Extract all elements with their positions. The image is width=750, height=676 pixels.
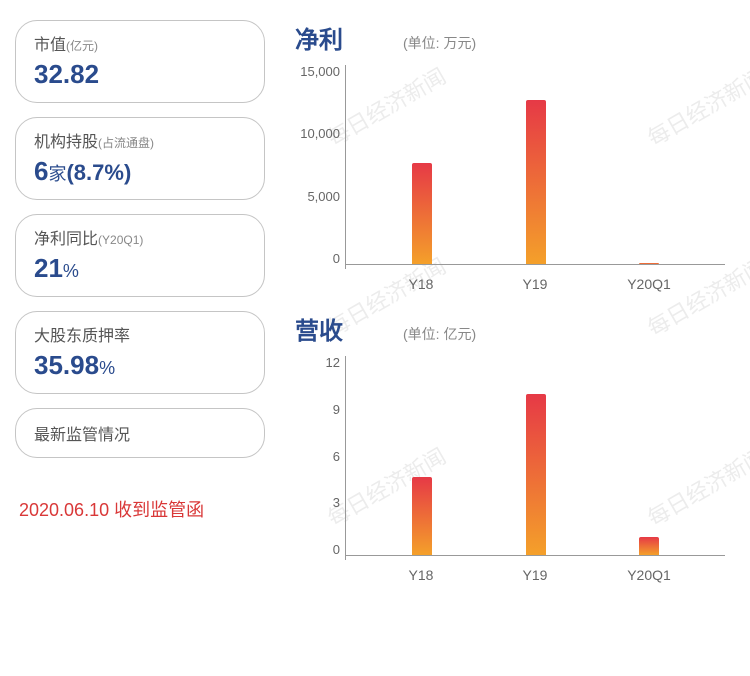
metric-value: 35.98% bbox=[34, 350, 246, 381]
chart-header: 净利 (单位: 万元) bbox=[295, 20, 735, 55]
y-axis: 12 9 6 3 0 bbox=[295, 356, 340, 556]
x-axis-labels: Y18 Y19 Y20Q1 bbox=[345, 270, 725, 295]
chart-title: 净利 bbox=[295, 20, 343, 55]
y-tick-label: 10,000 bbox=[295, 127, 340, 140]
metric-label: 市值(亿元) bbox=[34, 31, 246, 55]
metric-profit-yoy: 净利同比(Y20Q1) 21% bbox=[15, 214, 265, 297]
plot-area bbox=[345, 356, 725, 556]
metric-value: 21% bbox=[34, 253, 246, 284]
x-tick-label: Y20Q1 bbox=[627, 567, 671, 583]
metrics-panel: 市值(亿元) 32.82 机构持股(占流通盘) 6家(8.7%) 净利同比(Y2… bbox=[15, 20, 265, 602]
metric-label: 大股东质押率 bbox=[34, 322, 246, 346]
y-tick-label: 6 bbox=[295, 450, 340, 463]
metric-pledge-rate: 大股东质押率 35.98% bbox=[15, 311, 265, 394]
profit-chart: 净利 (单位: 万元) 15,000 10,000 5,000 0 Y18 Y19 Y20… bbox=[295, 20, 735, 295]
x-axis-labels: Y18 Y19 Y20Q1 bbox=[345, 561, 725, 586]
metric-value: 32.82 bbox=[34, 59, 246, 90]
main-container: 市值(亿元) 32.82 机构持股(占流通盘) 6家(8.7%) 净利同比(Y2… bbox=[0, 0, 750, 612]
y-tick-label: 3 bbox=[295, 496, 340, 509]
chart-bar bbox=[412, 163, 432, 264]
metric-regulatory: 最新监管情况 bbox=[15, 408, 265, 458]
chart-unit: (单位: 万元) bbox=[403, 33, 476, 53]
regulatory-footer: 2020.06.10 收到监管函 bbox=[19, 496, 265, 522]
chart-unit: (单位: 亿元) bbox=[403, 324, 476, 344]
metric-institutional: 机构持股(占流通盘) 6家(8.7%) bbox=[15, 117, 265, 200]
y-tick-label: 15,000 bbox=[295, 65, 340, 78]
chart-header: 营收 (单位: 亿元) bbox=[295, 311, 735, 346]
y-tick-label: 0 bbox=[295, 252, 340, 265]
metric-label: 机构持股(占流通盘) bbox=[34, 128, 246, 152]
y-tick-label: 9 bbox=[295, 403, 340, 416]
chart-bar bbox=[526, 100, 546, 265]
x-tick-label: Y19 bbox=[523, 567, 548, 583]
metric-market-cap: 市值(亿元) 32.82 bbox=[15, 20, 265, 103]
charts-panel: 净利 (单位: 万元) 15,000 10,000 5,000 0 Y18 Y19 Y20… bbox=[265, 20, 735, 602]
x-tick-label: Y19 bbox=[523, 276, 548, 292]
chart-area: 129630 Y18Y19Y20Q1 bbox=[345, 356, 735, 586]
metric-label: 净利同比(Y20Q1) bbox=[34, 225, 246, 249]
x-tick-label: Y18 bbox=[409, 567, 434, 583]
chart-bar bbox=[639, 263, 659, 264]
metric-value: 6家(8.7%) bbox=[34, 156, 246, 187]
chart-area: 15,00010,0005,0000 Y18Y19Y20Q1 bbox=[345, 65, 735, 295]
chart-bar bbox=[526, 394, 546, 555]
y-tick-label: 0 bbox=[295, 543, 340, 556]
chart-title: 营收 bbox=[295, 311, 343, 346]
plot-area bbox=[345, 65, 725, 265]
x-tick-label: Y20Q1 bbox=[627, 276, 671, 292]
x-tick-label: Y18 bbox=[409, 276, 434, 292]
revenue-chart: 营收 (单位: 亿元) 12 9 6 3 0 Y18 Y19 Y20Q1 bbox=[295, 311, 735, 586]
chart-bar bbox=[639, 537, 659, 555]
y-tick-label: 5,000 bbox=[295, 190, 340, 203]
y-tick-label: 12 bbox=[295, 356, 340, 369]
y-axis: 15,000 10,000 5,000 0 bbox=[295, 65, 340, 265]
chart-bar bbox=[412, 477, 432, 555]
